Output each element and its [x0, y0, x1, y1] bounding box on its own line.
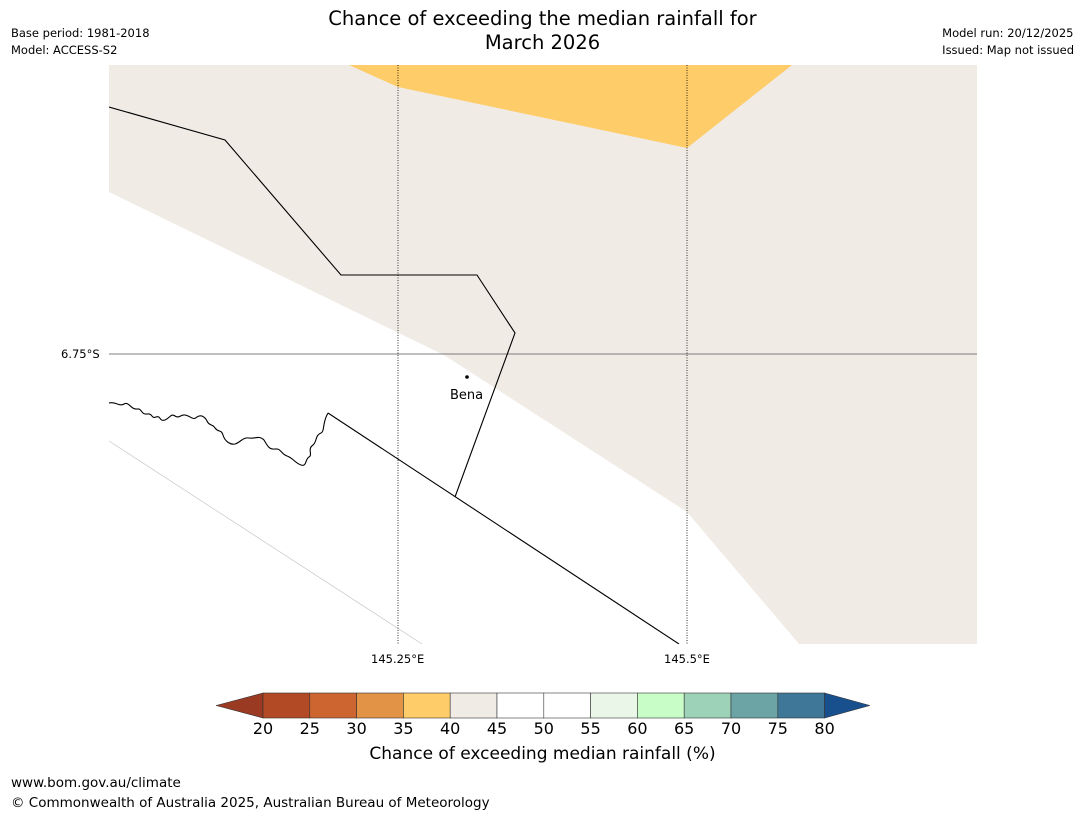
- probability-band-35-40: [349, 65, 792, 148]
- colorbar-tick-20: 20: [252, 719, 274, 738]
- colorbar-label: Chance of exceeding median rainfall (%): [369, 744, 716, 764]
- colorbar-tick-30: 30: [346, 719, 367, 738]
- colorbar-bin-60-65: [637, 692, 685, 719]
- colorbar-tick-25: 25: [299, 719, 320, 738]
- title-line-2: March 2026: [484, 31, 601, 54]
- colorbar: [216, 692, 870, 719]
- model-name: Model: ACCESS-S2: [11, 43, 118, 57]
- city-marker-bena[interactable]: [465, 375, 469, 379]
- colorbar-tick-80: 80: [814, 719, 835, 738]
- base-period: Base period: 1981-2018: [11, 26, 150, 40]
- longitude-label-1: 145.25°E: [371, 652, 425, 666]
- longitude-label-2: 145.5°E: [664, 652, 710, 666]
- colorbar-tick-65: 65: [674, 719, 695, 738]
- title-line-1: Chance of exceeding the median rainfall …: [328, 7, 757, 30]
- footer-copyright: © Commonwealth of Australia 2025, Austra…: [11, 795, 490, 811]
- colorbar-bin-20-25: [262, 692, 311, 719]
- colorbar-bin-25-30: [309, 692, 357, 719]
- colorbar-bin-55-60: [590, 692, 638, 719]
- colorbar-bin-30-35: [356, 692, 404, 719]
- map-title: Chance of exceeding the median rainfall …: [0, 7, 1085, 55]
- colorbar-tick-70: 70: [720, 719, 742, 738]
- province-boundary-south: [327, 412, 680, 644]
- river-coastline: [109, 402, 329, 466]
- meta-right: Model run: 20/12/2025 Issued: Map not is…: [942, 25, 1074, 59]
- colorbar-under-arrow: [216, 692, 264, 719]
- colorbar-bin-65-70: [683, 692, 732, 719]
- colorbar-bin-50-55: [543, 692, 591, 719]
- colorbar-bin-35-40: [403, 692, 451, 719]
- colorbar-tick-50: 50: [533, 719, 554, 738]
- city-label-bena: Bena: [450, 388, 484, 403]
- colorbar-bin-75-80: [777, 692, 825, 719]
- colorbar-tick-35: 35: [393, 719, 414, 738]
- colorbar-bin-45-50: [496, 692, 545, 719]
- colorbar-over-arrow: [824, 692, 870, 719]
- province-boundary-north: [109, 106, 516, 498]
- model-run: Model run: 20/12/2025: [942, 26, 1074, 40]
- colorbar-bin-70-75: [730, 692, 779, 719]
- colorbar-tick-75: 75: [767, 719, 788, 738]
- faint-contour-line: [109, 440, 423, 644]
- colorbar-tick-55: 55: [580, 719, 601, 738]
- colorbar-tick-45: 45: [486, 719, 508, 738]
- meta-left: Base period: 1981-2018 Model: ACCESS-S2: [11, 25, 150, 59]
- forecast-map[interactable]: [109, 65, 977, 644]
- probability-band-40-45: [109, 65, 977, 644]
- colorbar-bin-40-45: [449, 692, 498, 719]
- colorbar-tick-60: 60: [627, 719, 648, 738]
- issued-status: Issued: Map not issued: [942, 43, 1074, 57]
- colorbar-tick-40: 40: [440, 719, 461, 738]
- latitude-label: 6.75°S: [61, 347, 100, 361]
- footer-url[interactable]: www.bom.gov.au/climate: [11, 775, 181, 791]
